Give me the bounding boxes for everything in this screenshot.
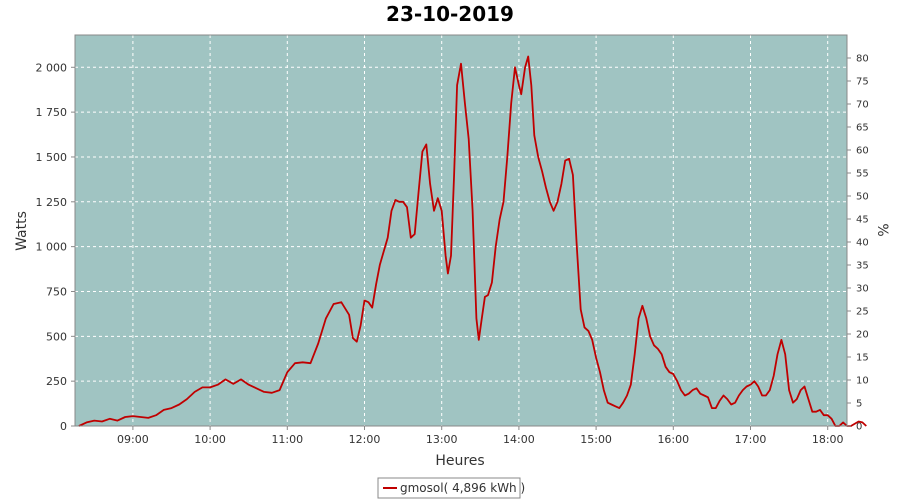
x-tick-label: 11:00 xyxy=(271,433,303,446)
y2-tick-label: 45 xyxy=(856,215,869,226)
series-layer xyxy=(78,55,867,427)
y2-tick-label: 15 xyxy=(856,353,869,364)
legend: gmosol( 4,896 kWh ) xyxy=(377,477,525,499)
y2-tick-label: 65 xyxy=(856,123,869,134)
x-tick-label: 18:00 xyxy=(812,433,844,446)
x-tick-label: 16:00 xyxy=(657,433,689,446)
y-tick-label: 500 xyxy=(46,330,67,343)
y-tick-label: 1 750 xyxy=(36,106,68,119)
y-tick-label: 0 xyxy=(60,420,67,433)
series-line xyxy=(78,55,867,427)
plot-area xyxy=(75,35,847,426)
legend-box xyxy=(377,477,521,499)
y2-tick-label: 70 xyxy=(856,100,869,111)
x-tick-label: 10:00 xyxy=(194,433,226,446)
y2-tick-label: 55 xyxy=(856,169,869,180)
y-axis-left: 0 250 500 750 1 000 1 250 1 500 1 750 2 000 xyxy=(36,61,75,433)
x-tick-label: 13:00 xyxy=(426,433,458,446)
y2-tick-label: 20 xyxy=(856,330,869,341)
x-axis-label: Heures xyxy=(435,453,484,469)
x-tick-label: 14:00 xyxy=(503,433,535,446)
x-tick-label: 12:00 xyxy=(349,433,381,446)
y2-tick-label: 60 xyxy=(856,146,869,157)
x-tick-label: 09:00 xyxy=(117,433,149,446)
y2-tick-label: 30 xyxy=(856,284,869,295)
y2-tick-label: 5 xyxy=(856,399,862,410)
y2-tick-label: 40 xyxy=(856,238,869,249)
y2-tick-label: 0 xyxy=(856,422,862,433)
y-tick-label: 1 500 xyxy=(36,151,68,164)
y2-tick-label: 10 xyxy=(856,376,869,387)
x-axis: 09:00 10:00 11:00 12:00 13:00 14:00 15:00 16:00… xyxy=(117,426,844,446)
plot-border xyxy=(74,34,848,427)
y-axis-right: 0 5 10 15 20 25 30 35 40 45 50 55 60 65 70 75 80 xyxy=(847,54,869,433)
y2-tick-label: 50 xyxy=(856,192,869,203)
x-tick-label: 15:00 xyxy=(580,433,612,446)
chart-title: 23-10-2019 xyxy=(386,2,514,26)
y2-tick-label: 25 xyxy=(856,307,869,318)
x-tick-label: 17:00 xyxy=(735,433,767,446)
y-axis-label: Watts xyxy=(14,211,30,251)
y-tick-label: 1 000 xyxy=(36,241,68,254)
y-tick-label: 1 250 xyxy=(36,196,68,209)
y2-axis-label: % xyxy=(874,223,890,236)
y2-tick-label: 75 xyxy=(856,77,869,88)
y2-tick-label: 80 xyxy=(856,54,869,65)
y-tick-label: 250 xyxy=(46,375,67,388)
y-tick-label: 750 xyxy=(46,285,67,298)
y2-tick-label: 35 xyxy=(856,261,869,272)
y-tick-label: 2 000 xyxy=(36,61,68,74)
legend-label: gmosol( 4,896 kWh ) xyxy=(400,481,525,495)
